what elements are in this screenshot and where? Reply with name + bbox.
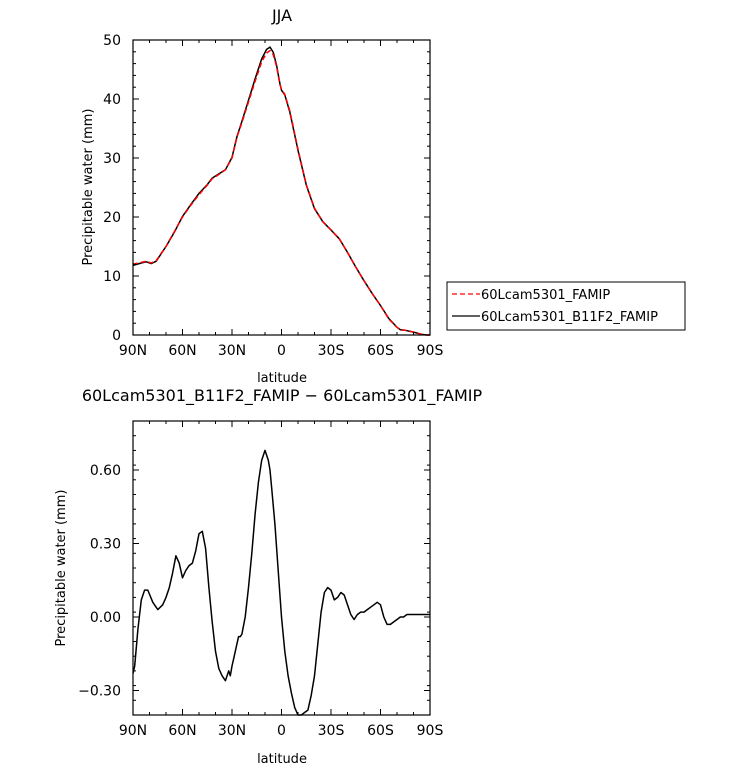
series-line-1 — [132, 46, 430, 336]
x-axis-label: latitude — [257, 752, 307, 767]
y-tick-label: 0.30 — [90, 537, 121, 553]
legend-box — [446, 281, 686, 331]
y-tick-label: 0.60 — [90, 463, 121, 479]
y-tick-label: 20 — [103, 210, 121, 226]
legend: 60Lcam5301_FAMIP 60Lcam5301_B11F2_FAMIP — [446, 281, 686, 331]
x-tick-label: 60N — [168, 723, 196, 739]
y-tick-label: 50 — [103, 33, 121, 49]
y-tick-label: 0.00 — [90, 610, 121, 626]
x-tick-label: 90S — [417, 343, 444, 359]
y-tick-label: 30 — [103, 151, 121, 167]
y-tick-label: 40 — [103, 92, 121, 108]
x-tick-label: 60S — [367, 343, 394, 359]
x-tick-label: 30S — [318, 343, 345, 359]
series-line-0 — [132, 449, 430, 716]
chart-title: JJA — [271, 6, 292, 25]
x-tick-label: 30N — [218, 723, 246, 739]
panel-bottom: 60Lcam5301_B11F2_FAMIP − 60Lcam5301_FAMI… — [54, 386, 483, 767]
x-axis-label: latitude — [257, 371, 307, 386]
plot-frame — [132, 39, 431, 336]
y-axis-label: Precipitable water (mm) — [54, 490, 69, 647]
y-tick-label: 10 — [103, 269, 121, 285]
y-axis-label: Precipitable water (mm) — [81, 109, 96, 266]
x-tick-label: 30N — [218, 343, 246, 359]
x-tick-label: 60N — [168, 343, 196, 359]
x-tick-label: 60S — [367, 723, 394, 739]
chart-title: 60Lcam5301_B11F2_FAMIP − 60Lcam5301_FAMI… — [82, 386, 483, 406]
y-tick-label: −0.30 — [78, 684, 121, 700]
legend-label-b11f2: 60Lcam5301_B11F2_FAMIP — [481, 310, 658, 325]
legend-label-famip: 60Lcam5301_FAMIP — [481, 288, 610, 303]
x-tick-label: 90N — [119, 343, 147, 359]
panel-top: JJA 90N 60N 30N 0 30S 60S 90S 0 10 20 30 40 50 latit… — [81, 6, 443, 386]
y-tick-label: 0 — [112, 328, 121, 344]
series-line-0 — [132, 49, 430, 336]
x-tick-label: 90S — [417, 723, 444, 739]
x-tick-label: 0 — [277, 343, 286, 359]
plot-frame — [132, 420, 431, 716]
x-tick-label: 90N — [119, 723, 147, 739]
x-tick-label: 30S — [318, 723, 345, 739]
x-tick-label: 0 — [277, 723, 286, 739]
